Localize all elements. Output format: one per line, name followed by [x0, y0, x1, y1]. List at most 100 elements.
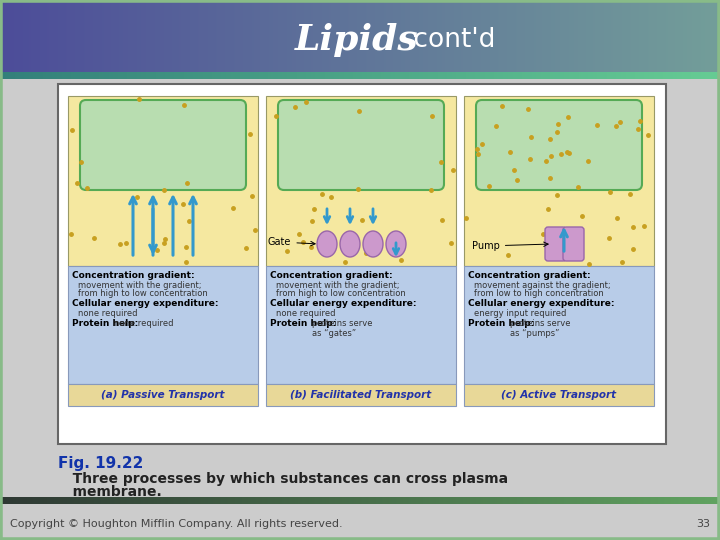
Bar: [256, 497, 257, 504]
Bar: [710, 72, 711, 79]
Bar: [113, 497, 114, 504]
Bar: [299, 497, 300, 504]
Bar: [455, 497, 456, 504]
Bar: [188, 72, 189, 79]
Bar: [350, 497, 351, 504]
Bar: [412, 0, 413, 72]
Bar: [460, 497, 461, 504]
Bar: [9, 497, 10, 504]
Bar: [255, 0, 256, 72]
Bar: [325, 72, 326, 79]
Bar: [699, 0, 700, 72]
Bar: [205, 72, 206, 79]
Bar: [700, 72, 701, 79]
Bar: [213, 0, 214, 72]
Bar: [422, 0, 423, 72]
Bar: [174, 497, 175, 504]
Bar: [127, 0, 128, 72]
Bar: [519, 497, 520, 504]
Bar: [45, 0, 46, 72]
Bar: [403, 497, 404, 504]
Bar: [101, 0, 102, 72]
Bar: [517, 0, 518, 72]
Bar: [256, 0, 257, 72]
Bar: [37, 0, 38, 72]
Bar: [520, 0, 521, 72]
Bar: [229, 497, 230, 504]
Bar: [472, 0, 473, 72]
Bar: [275, 497, 276, 504]
Bar: [359, 72, 360, 79]
Bar: [94, 72, 95, 79]
Bar: [68, 0, 69, 72]
Bar: [301, 497, 302, 504]
Bar: [482, 72, 483, 79]
Bar: [395, 0, 396, 72]
Bar: [118, 497, 119, 504]
Bar: [300, 497, 301, 504]
Bar: [486, 497, 487, 504]
Bar: [706, 0, 707, 72]
Bar: [630, 0, 631, 72]
Bar: [650, 497, 651, 504]
Bar: [351, 72, 352, 79]
Bar: [434, 0, 435, 72]
Bar: [188, 0, 189, 72]
Bar: [609, 0, 610, 72]
Bar: [535, 497, 536, 504]
Bar: [396, 72, 397, 79]
Bar: [382, 72, 383, 79]
Bar: [480, 72, 481, 79]
Bar: [204, 72, 205, 79]
Bar: [275, 0, 276, 72]
Bar: [178, 72, 179, 79]
Bar: [556, 497, 557, 504]
Bar: [59, 497, 60, 504]
Bar: [495, 0, 496, 72]
Bar: [419, 0, 420, 72]
Bar: [284, 497, 285, 504]
Bar: [137, 0, 138, 72]
Bar: [344, 497, 345, 504]
Bar: [328, 497, 329, 504]
Bar: [492, 497, 493, 504]
Bar: [21, 72, 22, 79]
Bar: [588, 497, 589, 504]
Bar: [6, 497, 7, 504]
Bar: [697, 0, 698, 72]
Bar: [54, 497, 55, 504]
Bar: [361, 0, 362, 72]
Bar: [1, 497, 2, 504]
Bar: [401, 72, 402, 79]
Bar: [51, 497, 52, 504]
Text: proteins serve: proteins serve: [312, 320, 372, 328]
Bar: [493, 497, 494, 504]
Bar: [185, 72, 186, 79]
Bar: [82, 497, 83, 504]
Bar: [261, 0, 262, 72]
Bar: [507, 72, 508, 79]
Bar: [71, 0, 72, 72]
Bar: [201, 497, 202, 504]
Bar: [283, 0, 284, 72]
Bar: [566, 0, 567, 72]
Bar: [443, 0, 444, 72]
Bar: [653, 72, 654, 79]
Bar: [513, 497, 514, 504]
Bar: [15, 0, 16, 72]
Bar: [707, 72, 708, 79]
Bar: [387, 497, 388, 504]
Bar: [223, 72, 224, 79]
Bar: [450, 497, 451, 504]
Bar: [436, 0, 437, 72]
Bar: [85, 497, 86, 504]
Bar: [446, 497, 447, 504]
Bar: [209, 497, 210, 504]
Bar: [169, 0, 170, 72]
Bar: [280, 0, 281, 72]
Bar: [54, 72, 55, 79]
Bar: [430, 72, 431, 79]
Bar: [604, 72, 605, 79]
Bar: [93, 72, 94, 79]
Bar: [444, 0, 445, 72]
